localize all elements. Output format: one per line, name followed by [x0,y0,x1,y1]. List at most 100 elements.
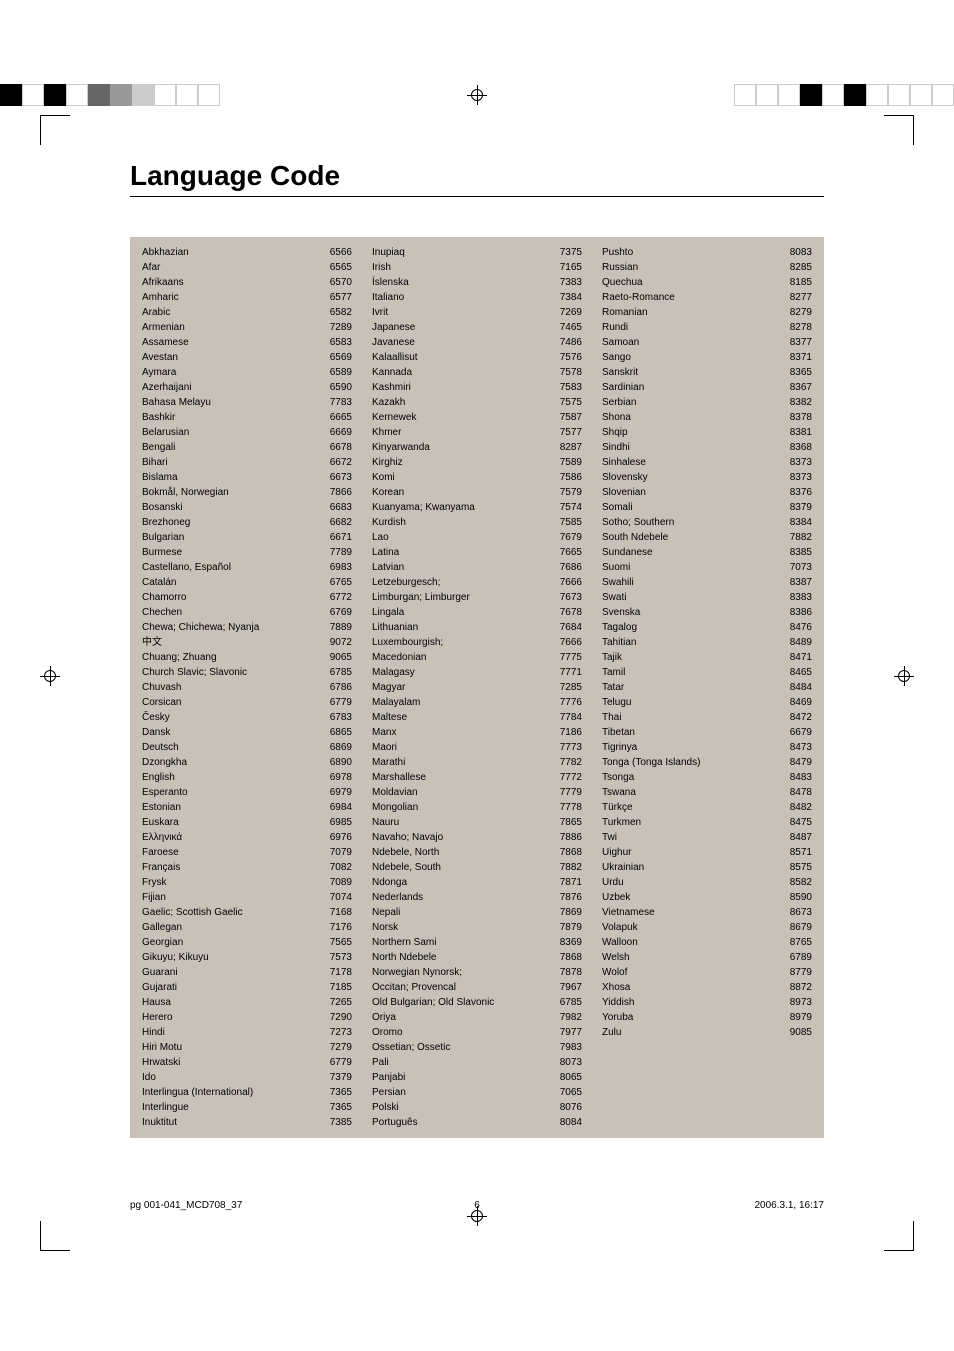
language-name: Navaho; Navajo [372,830,552,845]
language-row: Yiddish8973 [602,995,812,1010]
language-row: Wolof8779 [602,965,812,980]
language-row: Kirghiz7589 [372,455,582,470]
language-code: 8475 [790,815,812,830]
language-name: Malayalam [372,695,552,710]
language-row: Vietnamese 8673 [602,905,812,920]
language-code: 8083 [790,245,812,260]
language-row: Oriya7982 [372,1010,582,1025]
language-name: Uzbek [602,890,782,905]
language-row: Komi7586 [372,470,582,485]
language-row: Gaelic; Scottish Gaelic7168 [142,905,352,920]
language-row: Moldavian7779 [372,785,582,800]
language-code: 8285 [790,260,812,275]
language-name: Vietnamese [602,905,782,920]
language-code: 8673 [790,905,812,920]
language-name: Polski [372,1100,552,1115]
language-code: 7375 [560,245,582,260]
language-row: Assamese6583 [142,335,352,350]
language-row: Old Bulgarian; Old Slavonic6785 [372,995,582,1010]
language-row: Javanese7486 [372,335,582,350]
language-code: 7579 [560,485,582,500]
language-row: Limburgan; Limburger7673 [372,590,582,605]
language-row: Interlingua (International)7365 [142,1085,352,1100]
language-name: Persian [372,1085,552,1100]
language-code: 8484 [790,680,812,695]
language-row: Slovenian8376 [602,485,812,500]
language-row: Inuktitut7385 [142,1115,352,1130]
language-column: Abkhazian6566Afar6565Afrikaans6570Amhari… [142,245,352,1130]
language-name: Marshallese [372,770,552,785]
language-name: Kernewek [372,410,552,425]
language-code: 7868 [560,845,582,860]
language-name: Irish [372,260,552,275]
language-code: 6765 [330,575,352,590]
color-bar-right [734,84,954,106]
language-name: Nauru [372,815,552,830]
language-name: Turkmen [602,815,782,830]
language-name: Manx [372,725,552,740]
language-code: 7783 [330,395,352,410]
language-row: Fijian7074 [142,890,352,905]
language-code: 7178 [330,965,352,980]
language-name: Faroese [142,845,322,860]
language-name: Komi [372,470,552,485]
language-row: Walloon8765 [602,935,812,950]
page-content: Language Code Abkhazian6566Afar6565Afrik… [130,160,824,1138]
language-row: Suomi7073 [602,560,812,575]
language-row: Bihari6672 [142,455,352,470]
language-code: 8471 [790,650,812,665]
language-name: Abkhazian [142,245,322,260]
language-row: Uighur8571 [602,845,812,860]
language-code: 8379 [790,500,812,515]
language-code: 7279 [330,1040,352,1055]
language-row: Tatar8484 [602,680,812,695]
language-code: 6672 [330,455,352,470]
language-row: Tsonga8483 [602,770,812,785]
language-name: Oromo [372,1025,552,1040]
language-code: 7168 [330,905,352,920]
language-row: Burmese7789 [142,545,352,560]
language-code: 9072 [330,635,352,650]
language-row: Interlingue7365 [142,1100,352,1115]
language-name: Hrwatski [142,1055,322,1070]
language-row: Sundanese8385 [602,545,812,560]
language-name: Français [142,860,322,875]
language-code: 6673 [330,470,352,485]
language-name: Tagalog [602,620,782,635]
language-table: Abkhazian6566Afar6565Afrikaans6570Amhari… [130,237,824,1138]
language-row: Rundi8278 [602,320,812,335]
language-code: 7789 [330,545,352,560]
language-row: Georgian7565 [142,935,352,950]
language-code: 7365 [330,1085,352,1100]
language-code: 8679 [790,920,812,935]
language-name: Letzeburgesch; [372,575,552,590]
language-name: Tamil [602,665,782,680]
language-row: Afrikaans6570 [142,275,352,290]
language-row: Ελληνικά6976 [142,830,352,845]
language-row: Hrwatski6779 [142,1055,352,1070]
language-code: 8482 [790,800,812,815]
language-row: Bosanski6683 [142,500,352,515]
language-row: Urdu8582 [602,875,812,890]
language-code: 8387 [790,575,812,590]
language-name: Kalaallisut [372,350,552,365]
language-name: Ελληνικά [142,830,322,845]
language-code: 7983 [560,1040,582,1055]
language-name: Swati [602,590,782,605]
language-row: Norwegian Nynorsk;7878 [372,965,582,980]
language-name: Georgian [142,935,322,950]
language-name: Chewa; Chichewa; Nyanja [142,620,322,635]
language-row: Português8084 [372,1115,582,1130]
language-name: Corsican [142,695,322,710]
language-code: 7273 [330,1025,352,1040]
language-row: Oromo7977 [372,1025,582,1040]
language-row: Kannada7578 [372,365,582,380]
language-row: Sardinian8367 [602,380,812,395]
language-code: 7465 [560,320,582,335]
language-row: Svenska8386 [602,605,812,620]
language-code: 8065 [560,1070,582,1085]
language-name: Latina [372,545,552,560]
language-row: Pushto8083 [602,245,812,260]
language-code: 8385 [790,545,812,560]
language-name: Uighur [602,845,782,860]
